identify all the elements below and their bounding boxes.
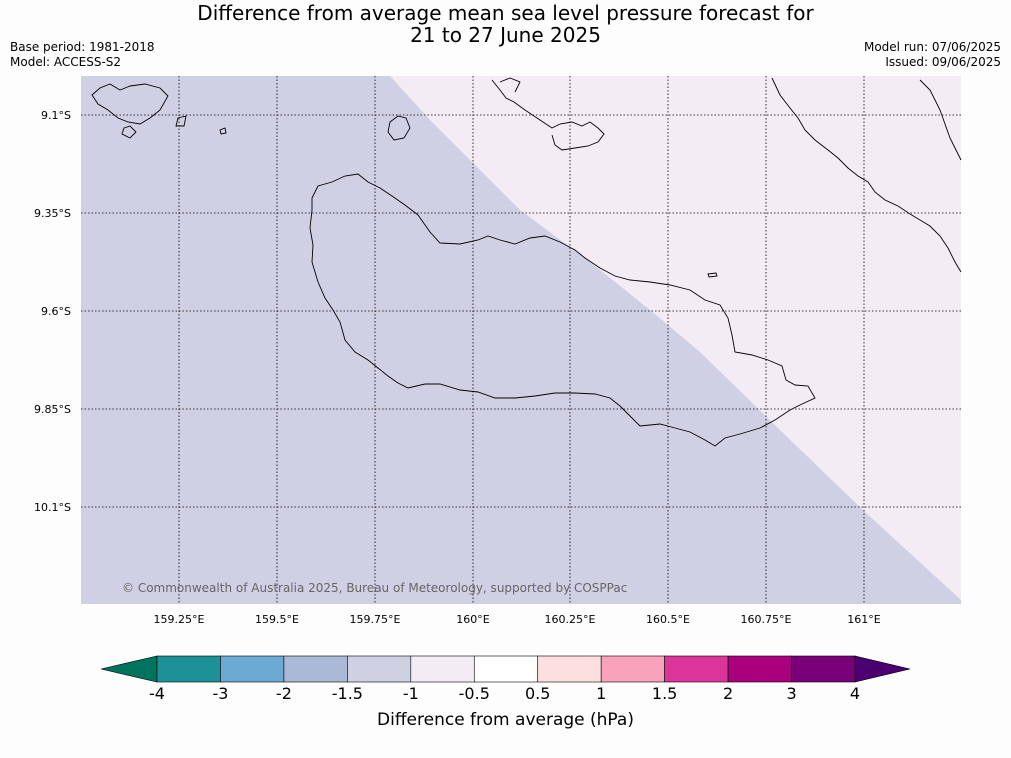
lon-label: 159.25°E [154, 613, 205, 626]
coast-guadalcanal [309, 173, 816, 447]
coastlines [91, 77, 962, 447]
lon-label: 160.25°E [545, 613, 596, 626]
colorbar-tick-label: -2 [276, 684, 292, 703]
colorbar-tick-label: 3 [786, 684, 796, 703]
lon-label: 161°E [847, 613, 880, 626]
coast-russell-4 [219, 127, 227, 135]
model-run-text: Model run: 07/06/2025 [863, 40, 1001, 54]
base-period-text: Base period: 1981-2018 [10, 40, 155, 54]
copyright-notice: © Commonwealth of Australia 2025, Bureau… [122, 581, 627, 595]
colorbar-segment [410, 655, 475, 683]
colorbar-tick-label: 2 [723, 684, 733, 703]
coast-malaita [771, 77, 962, 273]
colorbar-segment [283, 655, 348, 683]
colorbar-segment [791, 655, 856, 683]
colorbar-tick-label: -1 [403, 684, 419, 703]
colorbar-segment [156, 655, 221, 683]
colorbar-extend-high [854, 655, 911, 683]
lat-label: 9.85°S [34, 403, 71, 416]
coast-russell-3 [175, 115, 187, 127]
coast-russell-2 [121, 125, 137, 139]
coast-malaita-ne [919, 79, 962, 161]
colorbar-tick-label: -1.5 [332, 684, 363, 703]
colorbar-segment [347, 655, 412, 683]
chart-title-line1: Difference from average mean sea level p… [197, 1, 814, 25]
colorbar-tick-label: 1 [596, 684, 606, 703]
colorbar-tick-label: -0.5 [459, 684, 490, 703]
model-text: Model: ACCESS-S2 [10, 55, 122, 69]
pressure-map: 9.1°S 9.35°S 9.6°S 9.85°S 10.1°S 159.25°… [34, 76, 962, 626]
coast-islet-east [707, 272, 718, 278]
field-minus1 [390, 76, 961, 600]
colorbar-segment [664, 655, 729, 683]
lon-label: 160.5°E [646, 613, 690, 626]
colorbar-tick-label: -4 [149, 684, 165, 703]
colorbar-tick-label: 0.5 [525, 684, 550, 703]
lat-label: 9.35°S [34, 207, 71, 220]
lat-label: 9.1°S [41, 109, 71, 122]
lon-label: 160°E [456, 613, 489, 626]
lon-label: 159.75°E [350, 613, 401, 626]
colorbar-label: Difference from average (hPa) [377, 710, 634, 730]
colorbar-segment [473, 655, 539, 683]
coast-savo [387, 115, 411, 141]
colorbar-segment [600, 655, 665, 683]
gridlines [81, 76, 961, 604]
lat-label: 9.6°S [41, 305, 71, 318]
colorbar-segment [537, 655, 602, 683]
lon-label: 159.5°E [255, 613, 299, 626]
colorbar-tick-label: -3 [212, 684, 228, 703]
colorbar-segment [727, 655, 792, 683]
coast-russell [91, 83, 169, 125]
issued-text: Issued: 09/06/2025 [885, 55, 1001, 69]
lat-label: 10.1°S [34, 501, 71, 514]
coast-florida [491, 77, 605, 151]
colorbar-tick-label: 4 [850, 684, 860, 703]
lon-label: 160.75°E [741, 613, 792, 626]
colorbar-extend-low [100, 655, 158, 683]
colorbar-segment [220, 655, 285, 683]
chart-title-line2: 21 to 27 June 2025 [410, 23, 601, 47]
colorbar-tick-label: 1.5 [652, 684, 677, 703]
